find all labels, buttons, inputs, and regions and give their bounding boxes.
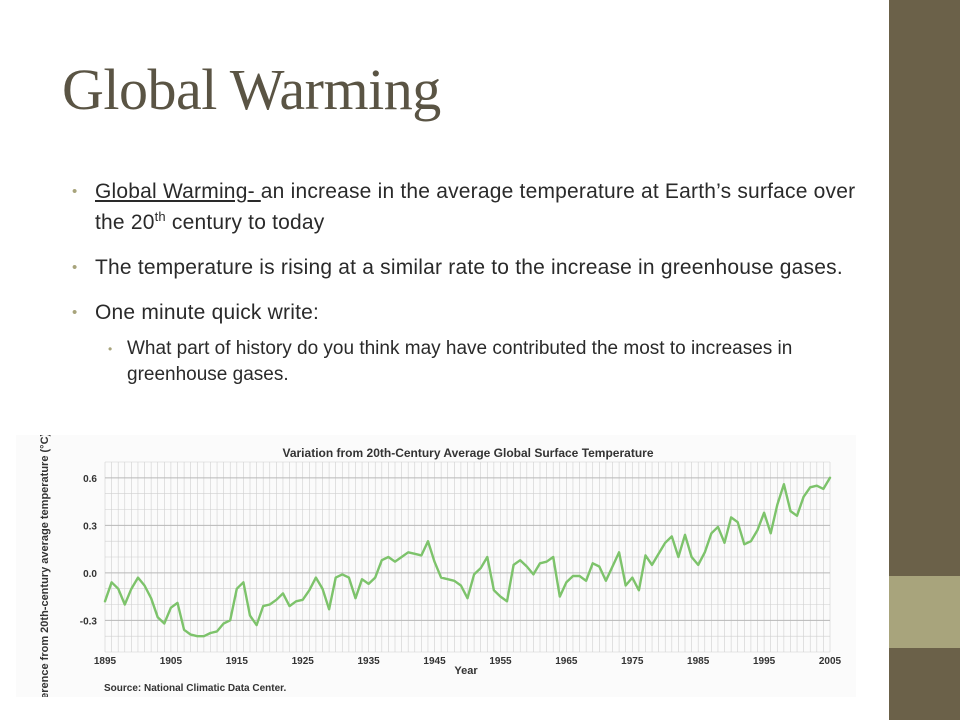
- bullet-item: • Global Warming- an increase in the ave…: [72, 176, 862, 238]
- bullet-list: • Global Warming- an increase in the ave…: [72, 176, 862, 402]
- side-bar-accent: [889, 576, 960, 648]
- x-tick-label: 2005: [819, 656, 842, 667]
- bullet-superscript: th: [154, 209, 166, 224]
- y-tick-label: -0.3: [80, 616, 98, 627]
- slide-title: Global Warming: [62, 57, 441, 122]
- chart-title: Variation from 20th-Century Average Glob…: [283, 446, 654, 460]
- x-tick-label: 1925: [292, 656, 315, 667]
- x-tick-label: 1895: [94, 656, 117, 667]
- x-tick-label: 1985: [687, 656, 710, 667]
- x-tick-label: 1915: [226, 656, 249, 667]
- temperature-series-line: [103, 476, 832, 638]
- x-tick-label: 1995: [753, 656, 776, 667]
- bullet-text-after: century to today: [165, 211, 325, 234]
- bullet-item: • One minute quick write:: [72, 297, 862, 328]
- chart-series: [103, 476, 832, 638]
- sub-bullet-item: • What part of history do you think may …: [72, 336, 862, 388]
- y-tick-label: 0.3: [83, 521, 97, 532]
- x-tick-label: 1905: [160, 656, 183, 667]
- bullet-text: One minute quick write:: [95, 301, 320, 324]
- y-tick-label: 0.0: [83, 569, 97, 580]
- y-axis-label: Difference from 20th-century average tem…: [39, 435, 51, 697]
- sub-bullet-text: What part of history do you think may ha…: [127, 338, 793, 385]
- y-tick-label: 0.6: [83, 474, 97, 485]
- bullet-dot: •: [72, 304, 78, 321]
- bullet-dot: •: [72, 183, 78, 200]
- chart-grid: [104, 461, 831, 653]
- chart-source: Source: National Climatic Data Center.: [104, 683, 286, 694]
- x-axis-label: Year: [454, 665, 478, 677]
- bullet-dot: •: [72, 259, 78, 276]
- bullet-item: • The temperature is rising at a similar…: [72, 252, 862, 283]
- x-tick-label: 1975: [621, 656, 644, 667]
- x-tick-label: 1945: [423, 656, 446, 667]
- y-axis-ticks: 0.6 0.3 0.0 -0.3: [80, 474, 98, 627]
- bullet-dot: •: [108, 342, 113, 356]
- x-tick-label: 1965: [555, 656, 578, 667]
- bullet-term: Global Warming-: [95, 180, 261, 203]
- x-tick-label: 1955: [489, 656, 512, 667]
- chart-panel: Variation from 20th-Century Average Glob…: [16, 435, 856, 697]
- bullet-text: The temperature is rising at a similar r…: [95, 256, 843, 279]
- x-tick-label: 1935: [358, 656, 381, 667]
- bullet-text: an increase in the average temperature a…: [95, 180, 856, 234]
- temperature-chart: Variation from 20th-Century Average Glob…: [39, 435, 842, 697]
- x-axis-ticks: 1895 1905 1915 1925 1935 1945 1955 1965 1975 1985…: [94, 656, 842, 667]
